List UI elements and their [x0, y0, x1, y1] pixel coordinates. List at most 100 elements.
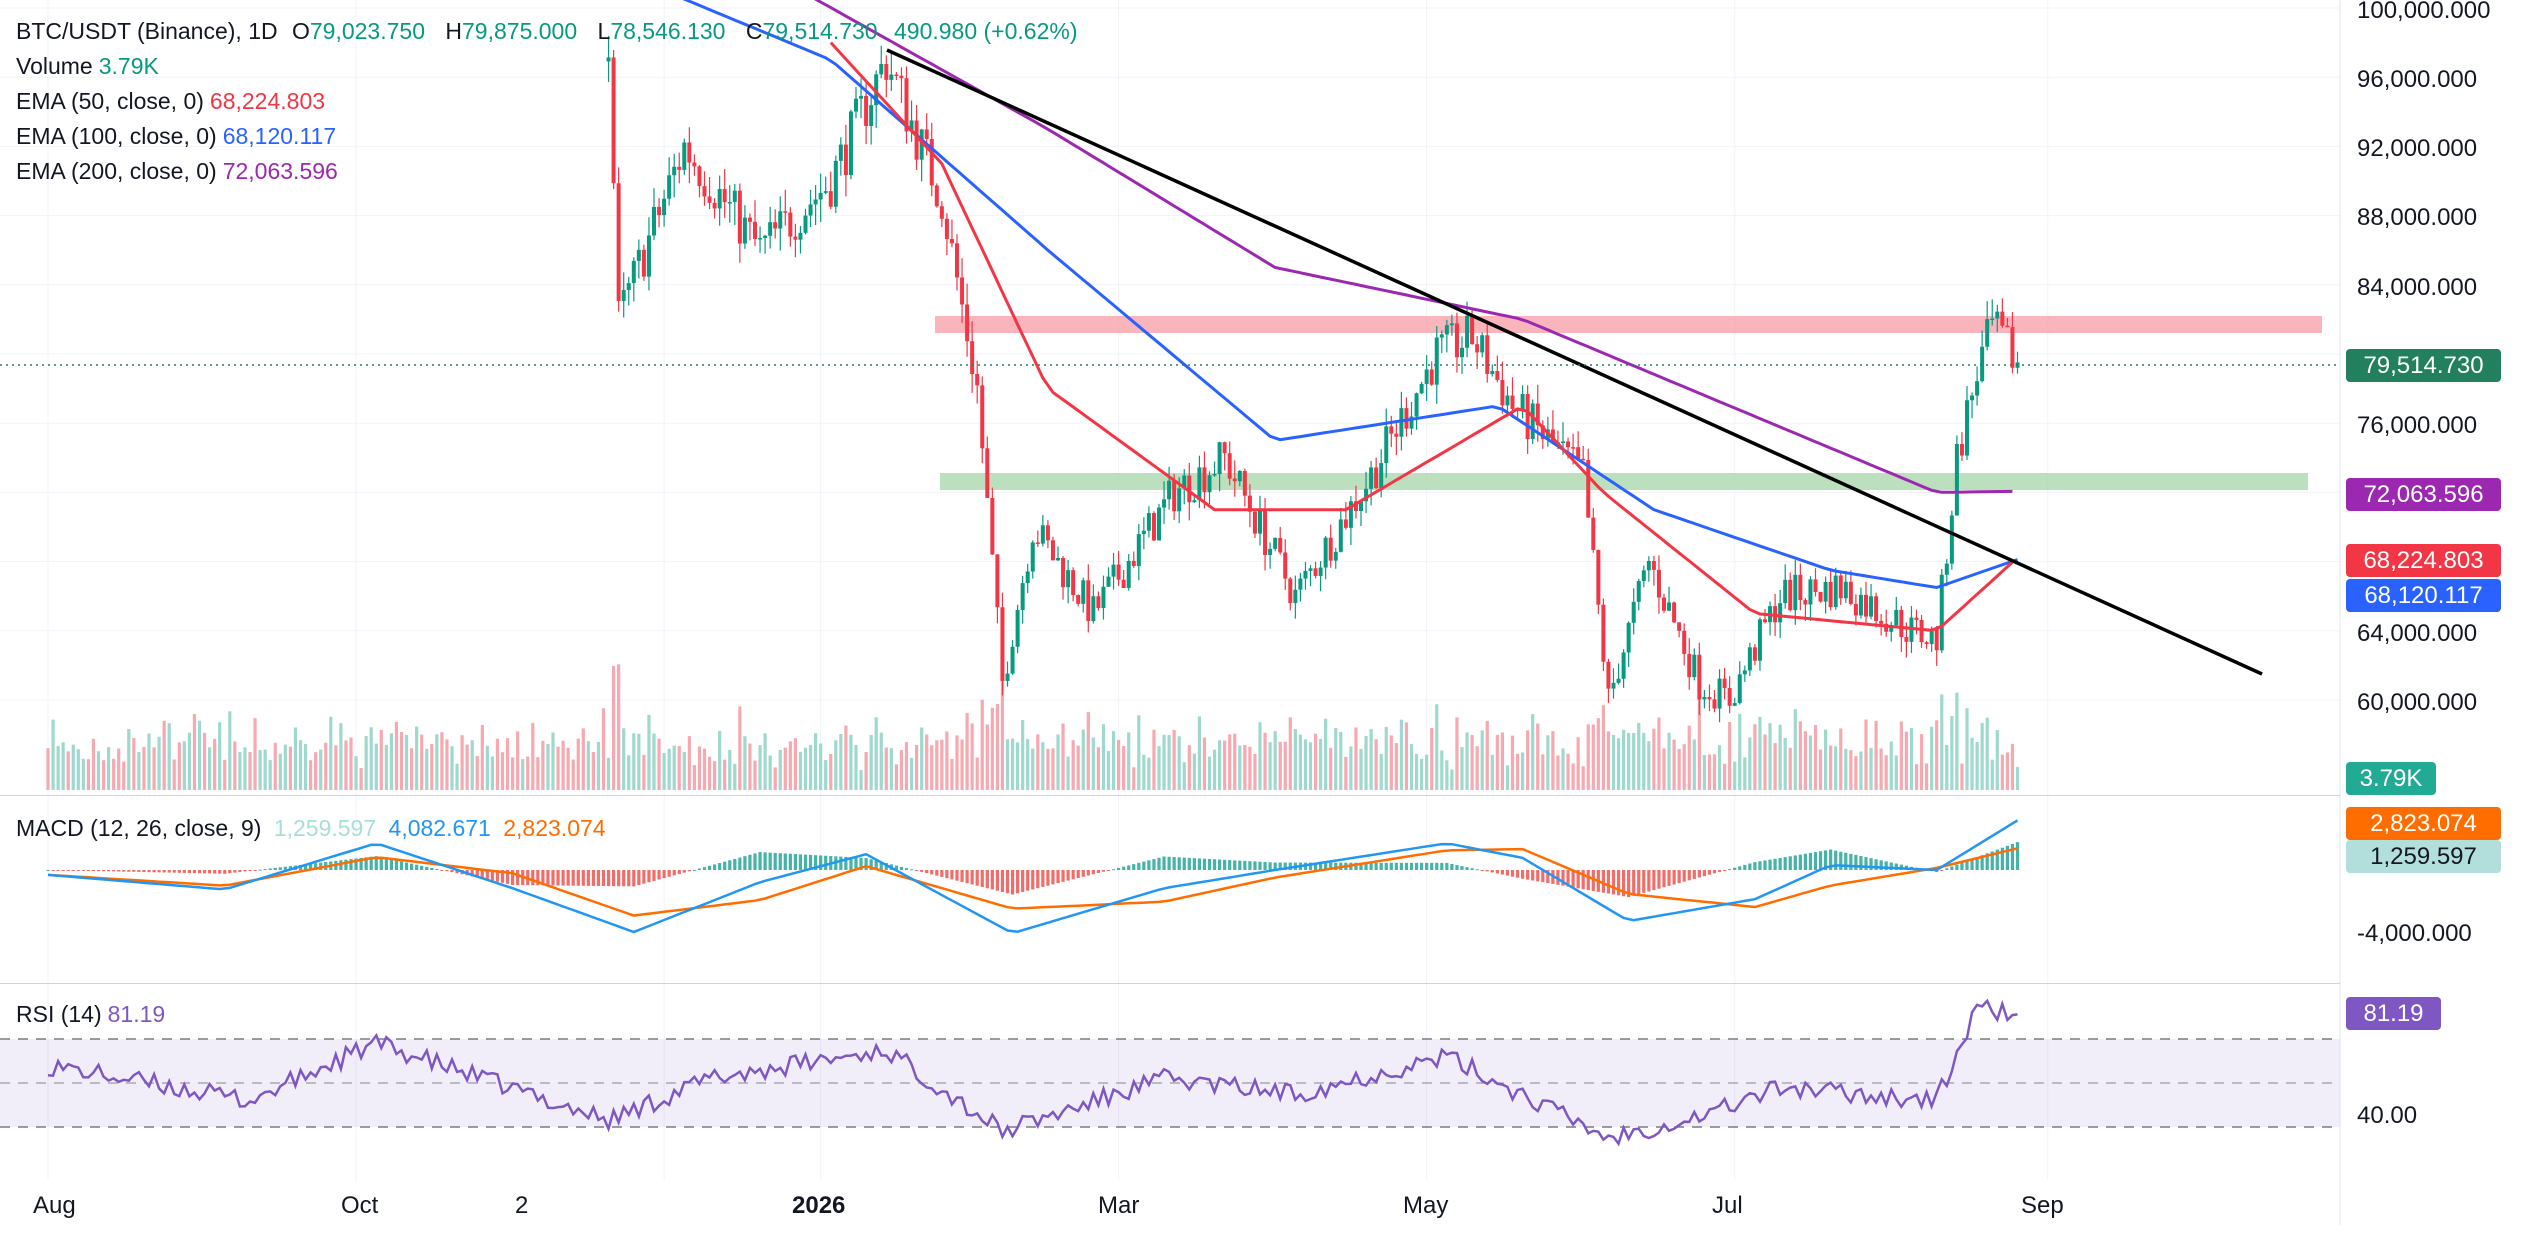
rsi-pane-divider[interactable] — [0, 983, 2340, 984]
macd-hist-bar — [354, 858, 358, 870]
volume-bar — [1475, 746, 1479, 790]
volume-bar — [834, 740, 838, 790]
candle-body — [697, 166, 702, 187]
volume-bar — [445, 739, 449, 790]
volume-bar — [869, 734, 873, 790]
ema100-legend[interactable]: EMA (100, close, 0) 68,120.117 — [16, 123, 337, 149]
volume-bar — [1500, 732, 1504, 790]
volume-legend[interactable]: Volume 3.79K — [16, 53, 159, 79]
volume-bar — [1935, 720, 1939, 790]
macd-hist-bar — [1081, 870, 1085, 877]
volume-bar — [819, 743, 823, 790]
macd-hist-bar — [955, 870, 959, 881]
volume-bar — [46, 748, 50, 790]
macd-hist-bar — [1854, 854, 1858, 870]
rsi-tag: 81.19 — [2346, 997, 2441, 1030]
volume-bar — [586, 741, 590, 790]
macd-hist-bar — [783, 853, 787, 870]
candle-body — [1808, 579, 1813, 605]
macd-hist-bar — [531, 870, 535, 886]
macd-hist-bar — [1717, 870, 1722, 872]
candle-body — [1389, 426, 1394, 434]
volume-bar — [152, 747, 156, 790]
volume-bar — [1313, 733, 1318, 790]
volume-bar — [1637, 723, 1641, 790]
volume-bar — [1071, 740, 1075, 790]
candlestick-series — [606, 35, 2020, 723]
volume-bar — [1702, 754, 1706, 790]
candle-body — [1197, 467, 1202, 501]
volume-bar — [1167, 734, 1171, 790]
macd-hist-bar — [1627, 870, 1631, 898]
rsi-legend[interactable]: RSI (14) 81.19 — [16, 1001, 166, 1027]
macd-hist-bar — [1824, 850, 1828, 870]
candle-body — [1182, 475, 1187, 489]
candle-body — [616, 183, 621, 302]
volume-bar — [1293, 728, 1297, 790]
macd-hist-bar — [1667, 870, 1671, 886]
volume-bar — [662, 753, 666, 790]
macd-hist-bar — [243, 870, 247, 872]
macd-hist-bar — [1622, 870, 1626, 897]
candle-body — [1959, 443, 1964, 456]
macd-hist-bar — [586, 870, 590, 886]
volume-bar — [455, 763, 459, 790]
candle-body — [1232, 478, 1237, 482]
volume-bar — [142, 746, 146, 790]
volume-bar — [1127, 732, 1131, 790]
volume-bar — [349, 737, 353, 790]
candle-body — [1778, 603, 1783, 623]
volume-bar — [1793, 709, 1797, 790]
volume-bar — [596, 741, 601, 790]
volume-bar — [1844, 748, 1848, 790]
volume-bar — [1379, 753, 1383, 790]
candle-body — [1419, 383, 1424, 394]
macd-hist-bar — [1849, 853, 1853, 870]
macd-hist-bar — [1440, 862, 1444, 870]
volume-bar — [1869, 747, 1873, 790]
volume-bar — [763, 733, 767, 790]
descending-trendline[interactable] — [886, 48, 2263, 676]
macd-legend[interactable]: MACD (12, 26, close, 9) 1,259.597 4,082.… — [16, 815, 606, 841]
candle-body — [1656, 569, 1661, 598]
volume-bar — [1142, 754, 1146, 790]
symbol-title[interactable]: BTC/USDT (Binance), 1D — [16, 18, 278, 44]
volume-bar — [702, 748, 707, 790]
volume-bar — [1697, 696, 1701, 790]
volume-bar — [107, 747, 111, 790]
macd-hist-bar — [1970, 858, 1974, 870]
volume-bar — [394, 721, 399, 790]
macd-hist-bar — [1111, 869, 1116, 871]
macd-pane-divider[interactable] — [0, 795, 2340, 796]
candle-body — [646, 235, 651, 277]
volume-bar — [1268, 742, 1272, 790]
volume-bar — [137, 752, 141, 790]
volume-bar — [172, 759, 176, 790]
volume-bar — [1909, 727, 1914, 790]
volume-bar — [1435, 704, 1439, 790]
volume-bar — [1389, 735, 1393, 790]
candle-body — [808, 204, 813, 216]
candle-body — [914, 120, 919, 160]
candle-body — [1106, 576, 1111, 587]
macd-hist-bar — [359, 857, 363, 870]
candle-body — [894, 74, 899, 77]
candle-body — [1101, 586, 1106, 609]
volume-bar — [1420, 758, 1424, 790]
rsi-line — [47, 998, 2018, 1147]
volume-bar — [268, 760, 272, 790]
candle-body — [798, 232, 803, 240]
volume-bar — [117, 748, 121, 790]
volume-bar — [1914, 764, 1919, 790]
volume-bar — [1874, 720, 1878, 790]
volume-bar — [1834, 746, 1838, 790]
volume-bar — [233, 741, 237, 790]
volume-bar — [1980, 722, 1984, 790]
volume-bar — [1647, 741, 1651, 790]
macd-hist-bar — [713, 864, 717, 870]
ema50-legend[interactable]: EMA (50, close, 0) 68,224.803 — [16, 88, 326, 114]
volume-bar — [1551, 731, 1555, 790]
volume-bar — [990, 707, 994, 790]
ema200-legend[interactable]: EMA (200, close, 0) 72,063.596 — [16, 158, 338, 184]
